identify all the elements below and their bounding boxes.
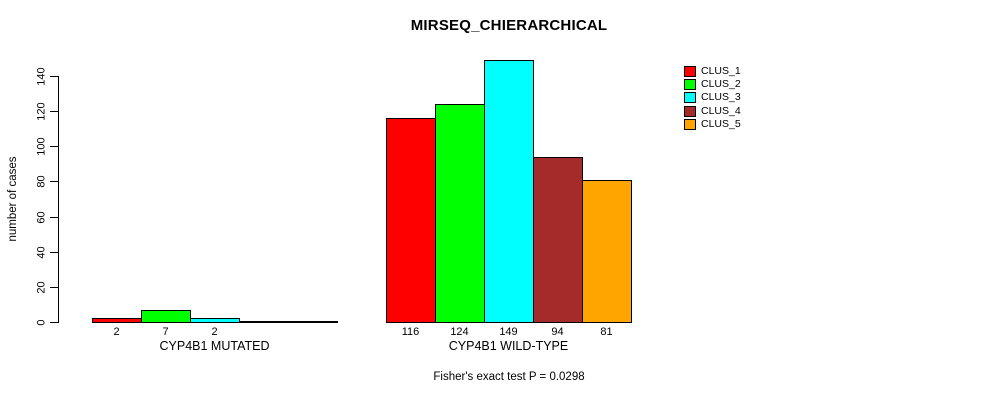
x-group-label-wild-type: CYP4B1 WILD-TYPE xyxy=(448,339,569,353)
y-tick-mark xyxy=(50,217,58,218)
legend: CLUS_1 CLUS_2 CLUS_3 CLUS_4 CLUS_5 xyxy=(684,65,774,136)
bar-value-label: 116 xyxy=(401,326,420,338)
bar-cyp4b1-mutated-clus_3 xyxy=(190,318,240,323)
bar-cyp4b1-wild-type-clus_3 xyxy=(484,60,534,323)
bar-value-label: 7 xyxy=(162,326,169,338)
bar-value-label: 2 xyxy=(211,326,218,338)
fisher-test-annotation: Fisher's exact test P = 0.0298 xyxy=(433,371,585,383)
bar-value-label: 94 xyxy=(551,326,564,338)
bar-value-label: 2 xyxy=(113,326,120,338)
legend-label-clus_1: CLUS_1 xyxy=(701,65,741,77)
legend-swatch-clus_4 xyxy=(684,106,696,117)
y-tick-mark xyxy=(50,181,58,182)
legend-swatch-clus_5 xyxy=(684,119,696,130)
bar-cyp4b1-mutated-clus_2 xyxy=(141,310,191,323)
legend-label-clus_2: CLUS_2 xyxy=(701,78,741,90)
y-tick-mark xyxy=(50,252,58,253)
bar-value-label: 81 xyxy=(600,326,613,338)
legend-label-clus_5: CLUS_5 xyxy=(701,118,741,130)
x-group-label-mutated: CYP4B1 MUTATED xyxy=(159,339,270,353)
bar-cyp4b1-mutated-clus_1 xyxy=(92,318,142,323)
bar-cyp4b1-wild-type-clus_1 xyxy=(386,118,436,323)
y-tick-mark xyxy=(50,111,58,112)
bar-value-label: 149 xyxy=(499,326,518,338)
legend-label-clus_4: CLUS_4 xyxy=(701,105,741,117)
y-tick-mark xyxy=(50,287,58,288)
legend-swatch-clus_3 xyxy=(684,92,696,103)
legend-swatch-clus_2 xyxy=(684,79,696,90)
legend-swatch-clus_1 xyxy=(684,66,696,77)
chart-title: MIRSEQ_CHIERARCHICAL xyxy=(410,17,608,34)
y-axis-line xyxy=(58,76,59,323)
y-tick-mark xyxy=(50,76,58,77)
bar-cyp4b1-wild-type-clus_4 xyxy=(533,157,583,323)
y-tick-mark xyxy=(50,146,58,147)
bar-cyp4b1-wild-type-clus_5 xyxy=(582,180,632,323)
y-tick-mark xyxy=(50,322,58,323)
y-tick-label: 140 xyxy=(35,67,48,86)
legend-label-clus_3: CLUS_3 xyxy=(701,91,741,103)
bar-value-label: 124 xyxy=(450,326,469,338)
bar-cyp4b1-wild-type-clus_2 xyxy=(435,104,485,323)
